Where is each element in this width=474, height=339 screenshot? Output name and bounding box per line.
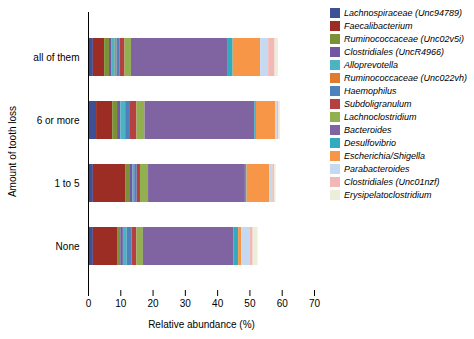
html-text:Haemophilus: Haemophilus xyxy=(344,86,397,96)
svg-text:40: 40 xyxy=(212,298,224,309)
html-text:Lachnoclostridium: Lachnoclostridium xyxy=(344,112,417,122)
html-text:Ruminococcaceae (Unc02v5i): Ruminococcaceae (Unc02v5i) xyxy=(344,34,465,44)
html-text:Clostridiales (UncR4966): Clostridiales (UncR4966) xyxy=(344,47,444,57)
svg-text:0: 0 xyxy=(86,298,92,309)
svg-text:1 to 5: 1 to 5 xyxy=(54,178,79,189)
html-text:Lachnospiraceae (Unc94789): Lachnospiraceae (Unc94789) xyxy=(344,8,463,18)
html-text:Desulfovibrio: Desulfovibrio xyxy=(344,138,396,148)
svg-text:Relative abundance (%): Relative abundance (%) xyxy=(148,319,255,330)
svg-text:10: 10 xyxy=(115,298,127,309)
html-text:Parabacteroides: Parabacteroides xyxy=(344,164,410,174)
svg-text:all of them: all of them xyxy=(33,52,79,63)
html-text:Erysipelatoclostridium: Erysipelatoclostridium xyxy=(344,190,432,200)
svg-text:70: 70 xyxy=(309,298,321,309)
html-text:Escherichia/Shigella: Escherichia/Shigella xyxy=(344,151,425,161)
html-text:Alloprevotella: Alloprevotella xyxy=(344,60,398,70)
svg-text:Amount of tooth loss: Amount of tooth loss xyxy=(7,106,18,197)
html-text:Bacteroides: Bacteroides xyxy=(344,125,392,135)
html-text:Faecalibacterium: Faecalibacterium xyxy=(344,21,413,31)
svg-text:None: None xyxy=(56,241,80,252)
svg-text:20: 20 xyxy=(148,298,160,309)
html-text:Clostridiales (Unc01nzf): Clostridiales (Unc01nzf) xyxy=(344,177,440,187)
svg-text:30: 30 xyxy=(180,298,192,309)
svg-text:6 or more: 6 or more xyxy=(37,115,80,126)
svg-text:50: 50 xyxy=(244,298,256,309)
svg-text:60: 60 xyxy=(277,298,289,309)
html-text:Ruminococcaceae (Unc022vh): Ruminococcaceae (Unc022vh) xyxy=(344,73,468,83)
html-text:Subdoligranulum: Subdoligranulum xyxy=(344,99,412,109)
